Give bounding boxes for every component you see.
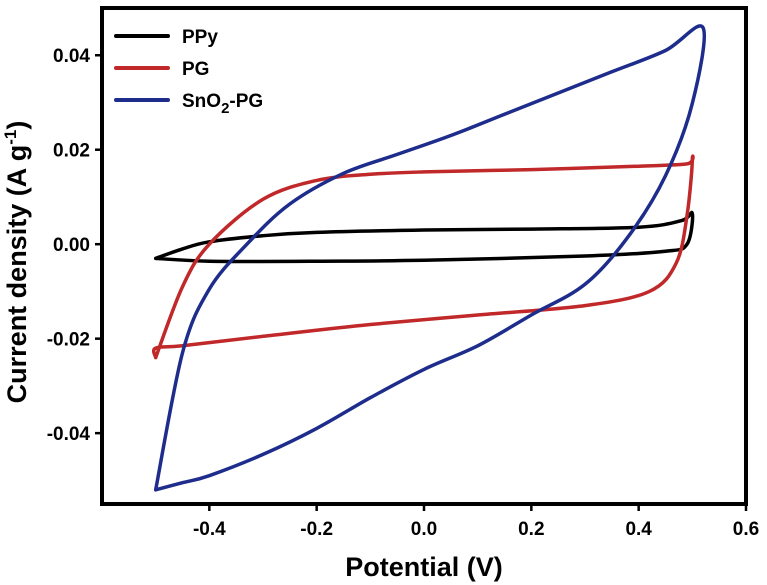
- legend-label: PPy: [182, 27, 218, 48]
- x-tick-label: -0.4: [193, 519, 226, 540]
- x-tick-label: 0.2: [518, 519, 544, 540]
- legend-label: PG: [182, 59, 209, 80]
- series-line-ppy: [153, 210, 695, 264]
- legend: PPy PG SnO2-PG: [114, 27, 263, 117]
- y-tick-label: -0.04: [47, 424, 91, 445]
- x-tick-label: 0.0: [411, 519, 437, 540]
- y-axis-title-main: Current density (A g: [2, 145, 32, 404]
- y-axis-title: Current density (A g-1): [1, 121, 32, 404]
- y-tick-label: 0.00: [53, 235, 90, 256]
- tick-layer: -0.4 -0.2 0.0 0.2 0.4 0.6 -0.04 -0.02 0.00 0.02 0.…: [47, 46, 760, 540]
- x-tick-label: -0.2: [300, 519, 333, 540]
- y-tick-label: 0.02: [53, 141, 90, 162]
- x-axis-title: Potential (V): [345, 552, 503, 582]
- series-line-sno2-pg: [153, 24, 706, 492]
- y-tick-label: 0.04: [53, 46, 90, 67]
- y-tick-label: -0.02: [47, 330, 90, 351]
- y-axis-title-close: ): [2, 121, 32, 130]
- legend-label: SnO2-PG: [182, 91, 263, 117]
- series-line-pg: [151, 154, 695, 360]
- y-axis-title-superscript: -1: [1, 130, 20, 145]
- x-tick-label: 0.4: [625, 519, 652, 540]
- x-tick-label: 0.6: [733, 519, 759, 540]
- series-layer: [151, 24, 706, 492]
